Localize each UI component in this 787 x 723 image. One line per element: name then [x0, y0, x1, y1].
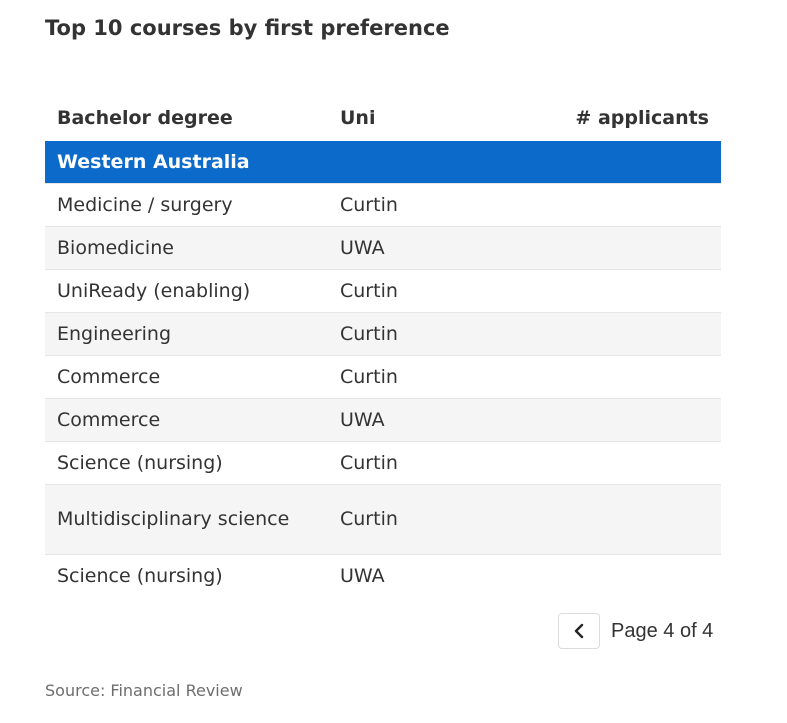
- applicants-cell: [528, 183, 721, 227]
- table-row: Multidisciplinary science Curtin: [45, 484, 721, 555]
- applicants-cell: [528, 269, 721, 313]
- degree-cell: Science (nursing): [45, 441, 328, 485]
- uni-cell: UWA: [328, 554, 528, 597]
- applicants-cell: [528, 226, 721, 270]
- previous-page-button[interactable]: [558, 613, 600, 649]
- applicants-cell: [528, 355, 721, 399]
- uni-cell: Curtin: [328, 484, 528, 555]
- table-row: Biomedicine UWA: [45, 226, 721, 270]
- degree-cell: Multidisciplinary science: [45, 484, 328, 555]
- chevron-left-icon: [574, 623, 584, 639]
- degree-cell: Commerce: [45, 398, 328, 442]
- degree-cell: Commerce: [45, 355, 328, 399]
- table-row: Engineering Curtin: [45, 312, 721, 356]
- degree-cell: UniReady (enabling): [45, 269, 328, 313]
- table-row: Science (nursing) Curtin: [45, 441, 721, 485]
- group-header-label: Western Australia: [45, 141, 721, 184]
- group-header-row: Western Australia: [45, 141, 721, 184]
- degree-cell: Engineering: [45, 312, 328, 356]
- degree-cell: Science (nursing): [45, 554, 328, 597]
- degree-cell: Biomedicine: [45, 226, 328, 270]
- uni-cell: Curtin: [328, 183, 528, 227]
- column-header-degree[interactable]: Bachelor degree: [57, 107, 233, 129]
- column-header-uni[interactable]: Uni: [340, 107, 376, 129]
- uni-cell: Curtin: [328, 441, 528, 485]
- column-header-applicants[interactable]: # applicants: [575, 107, 709, 129]
- page-indicator: Page 4 of 4: [611, 619, 714, 642]
- pagination: Page 4 of 4: [558, 613, 713, 649]
- courses-table: Bachelor degree Uni # applicants Western…: [45, 95, 721, 597]
- table-row: UniReady (enabling) Curtin: [45, 269, 721, 313]
- applicants-cell: [528, 441, 721, 485]
- uni-cell: Curtin: [328, 269, 528, 313]
- applicants-cell: [528, 484, 721, 555]
- table-header-row: Bachelor degree Uni # applicants: [45, 95, 721, 141]
- table-row: Science (nursing) UWA: [45, 554, 721, 597]
- table-row: Commerce Curtin: [45, 355, 721, 399]
- uni-cell: UWA: [328, 226, 528, 270]
- table-row: Medicine / surgery Curtin: [45, 183, 721, 227]
- uni-cell: Curtin: [328, 312, 528, 356]
- uni-cell: UWA: [328, 398, 528, 442]
- source-note: Source: Financial Review: [45, 681, 243, 700]
- applicants-cell: [528, 554, 721, 597]
- table-row: Commerce UWA: [45, 398, 721, 442]
- page-title: Top 10 courses by first preference: [45, 16, 450, 40]
- degree-cell: Medicine / surgery: [45, 183, 328, 227]
- applicants-cell: [528, 312, 721, 356]
- uni-cell: Curtin: [328, 355, 528, 399]
- applicants-cell: [528, 398, 721, 442]
